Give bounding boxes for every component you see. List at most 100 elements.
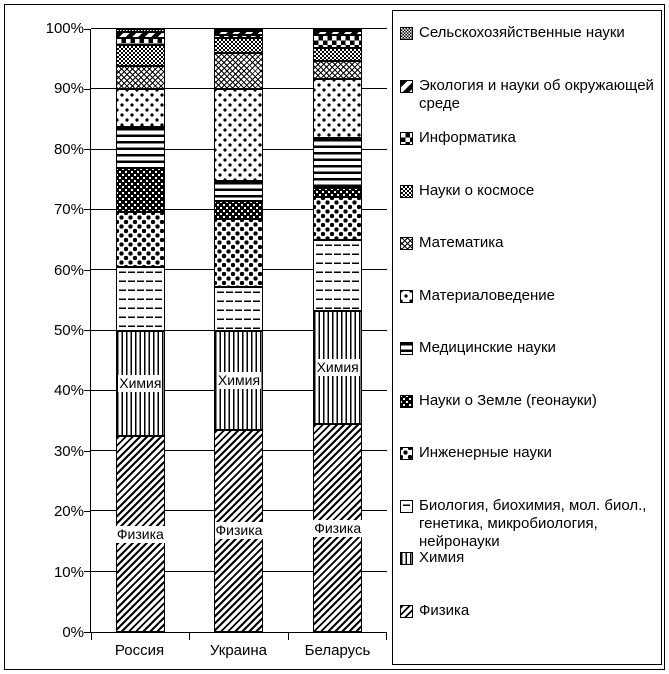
chart-border	[4, 4, 665, 670]
legend-item: Инженерные науки	[400, 444, 657, 497]
y-tick	[84, 390, 91, 392]
legend-item: Медицинские науки	[400, 339, 657, 392]
legend-item: Химия	[400, 549, 657, 602]
stacked-bar-2: Физика Химия	[214, 29, 264, 632]
legend-item: Науки о Земле (геонауки)	[400, 392, 657, 445]
bar-segment	[313, 61, 363, 80]
y-tick	[84, 149, 91, 151]
gridline	[91, 28, 387, 29]
fizika-pattern-icon	[400, 604, 413, 618]
zemlya-pattern-icon	[400, 394, 413, 408]
stacked-bar-1: Физика Химия	[115, 29, 165, 632]
bar-segment	[313, 79, 363, 139]
bar-segment	[313, 31, 363, 35]
bar-segment	[115, 267, 165, 331]
bar-data-label: Физика	[214, 522, 264, 540]
bar-segment	[214, 53, 264, 90]
bar-segment	[313, 188, 363, 197]
bar-segment	[115, 167, 165, 212]
bar-segment	[115, 211, 165, 268]
legend-item: Математика	[400, 234, 657, 287]
plot-area: Физика Химия Физика Химия Физика Химия	[84, 28, 388, 640]
legend-item: Сельскохозяйственные науки	[400, 24, 657, 77]
ekologiya-pattern-icon	[400, 79, 413, 93]
y-tick	[84, 631, 91, 633]
bar-segment	[214, 89, 264, 181]
x-category-label: Россия	[114, 642, 165, 659]
bar-data-label: Химия	[315, 358, 360, 376]
informatika-pattern-icon	[400, 132, 413, 145]
bar-segment	[115, 65, 165, 89]
y-tick-label: 100%	[45, 20, 84, 37]
bar-segment	[214, 219, 264, 288]
y-tick	[84, 28, 91, 30]
bar-segment	[214, 31, 264, 36]
y-tick-label: 40%	[53, 382, 84, 400]
bar-segment: Химия	[313, 310, 363, 425]
legend-item: Экология и науки об окружающей среде	[400, 77, 657, 130]
bar-segment: Химия	[214, 331, 264, 430]
bar-segment	[214, 200, 264, 220]
y-tick	[84, 88, 91, 90]
bar-segment	[313, 196, 363, 241]
bar-segment	[313, 240, 363, 311]
legend-label: Инженерные науки	[419, 444, 552, 461]
legend-label: Информатика	[419, 129, 516, 146]
y-tick	[84, 571, 91, 573]
x-tick	[189, 632, 191, 640]
y-tick-label: 0%	[62, 624, 84, 641]
bar-segment	[115, 45, 165, 66]
legend-item: Физика	[400, 602, 657, 655]
legend-label: Медицинские науки	[419, 339, 556, 356]
legend-item: Информатика	[400, 129, 657, 182]
matematika-pattern-icon	[400, 237, 413, 250]
bar-segment	[214, 29, 264, 31]
bar-data-label: Физика	[313, 519, 363, 537]
bar-segment	[115, 29, 165, 33]
legend-item: Биология, биохимия, мол. биол., генетика…	[400, 497, 657, 550]
bar-segment	[115, 88, 165, 127]
legend-item: Материаловедение	[400, 287, 657, 340]
y-tick	[84, 269, 91, 271]
stacked-bar-3: Физика Химия	[313, 29, 363, 632]
legend-item: Науки о космосе	[400, 182, 657, 235]
x-tick	[287, 632, 289, 640]
selhoz-pattern-icon	[400, 27, 413, 40]
y-tick-label: 30%	[53, 442, 84, 460]
bar-segment	[115, 38, 165, 46]
y-tick	[84, 450, 91, 452]
bar-segment	[214, 287, 264, 332]
inzhenernye-pattern-icon	[400, 447, 413, 460]
bar-segment	[115, 32, 165, 39]
bar-segment: Химия	[115, 330, 165, 437]
bar-segment	[313, 138, 363, 189]
biologiya-pattern-icon	[400, 499, 413, 513]
x-tick	[386, 632, 388, 640]
bar-segment	[313, 48, 363, 62]
x-category-label: Украина	[209, 642, 268, 659]
y-tick-label: 20%	[53, 503, 84, 521]
bar-segment	[214, 35, 264, 39]
himiya-pattern-icon	[400, 552, 413, 565]
bar-data-label: Химия	[118, 374, 163, 392]
bar-data-label: Химия	[216, 372, 262, 390]
kosmos-pattern-icon	[400, 184, 413, 198]
y-axis-labels: 0% 10% 20% 30% 40% 50% 60% 70% 80% 90% 100%	[28, 20, 84, 641]
legend-label: Математика	[419, 234, 504, 251]
y-tick	[84, 510, 91, 512]
y-tick	[84, 330, 91, 331]
y-tick-label: 10%	[53, 563, 84, 581]
bar-segment	[214, 38, 264, 54]
y-tick-label: 90%	[53, 80, 84, 98]
y-tick-label: 70%	[53, 201, 84, 219]
materialovedenie-pattern-icon	[400, 289, 413, 303]
y-tick-label: 50%	[53, 322, 84, 339]
bar-segment	[214, 180, 264, 201]
bar-segment	[313, 29, 363, 32]
x-axis-labels: Россия Украина Беларусь	[90, 642, 387, 659]
legend-label: Науки о Земле (геонауки)	[419, 391, 597, 409]
bar-segment	[313, 34, 363, 49]
bar-segment	[115, 126, 165, 168]
y-tick-label: 60%	[53, 261, 84, 279]
